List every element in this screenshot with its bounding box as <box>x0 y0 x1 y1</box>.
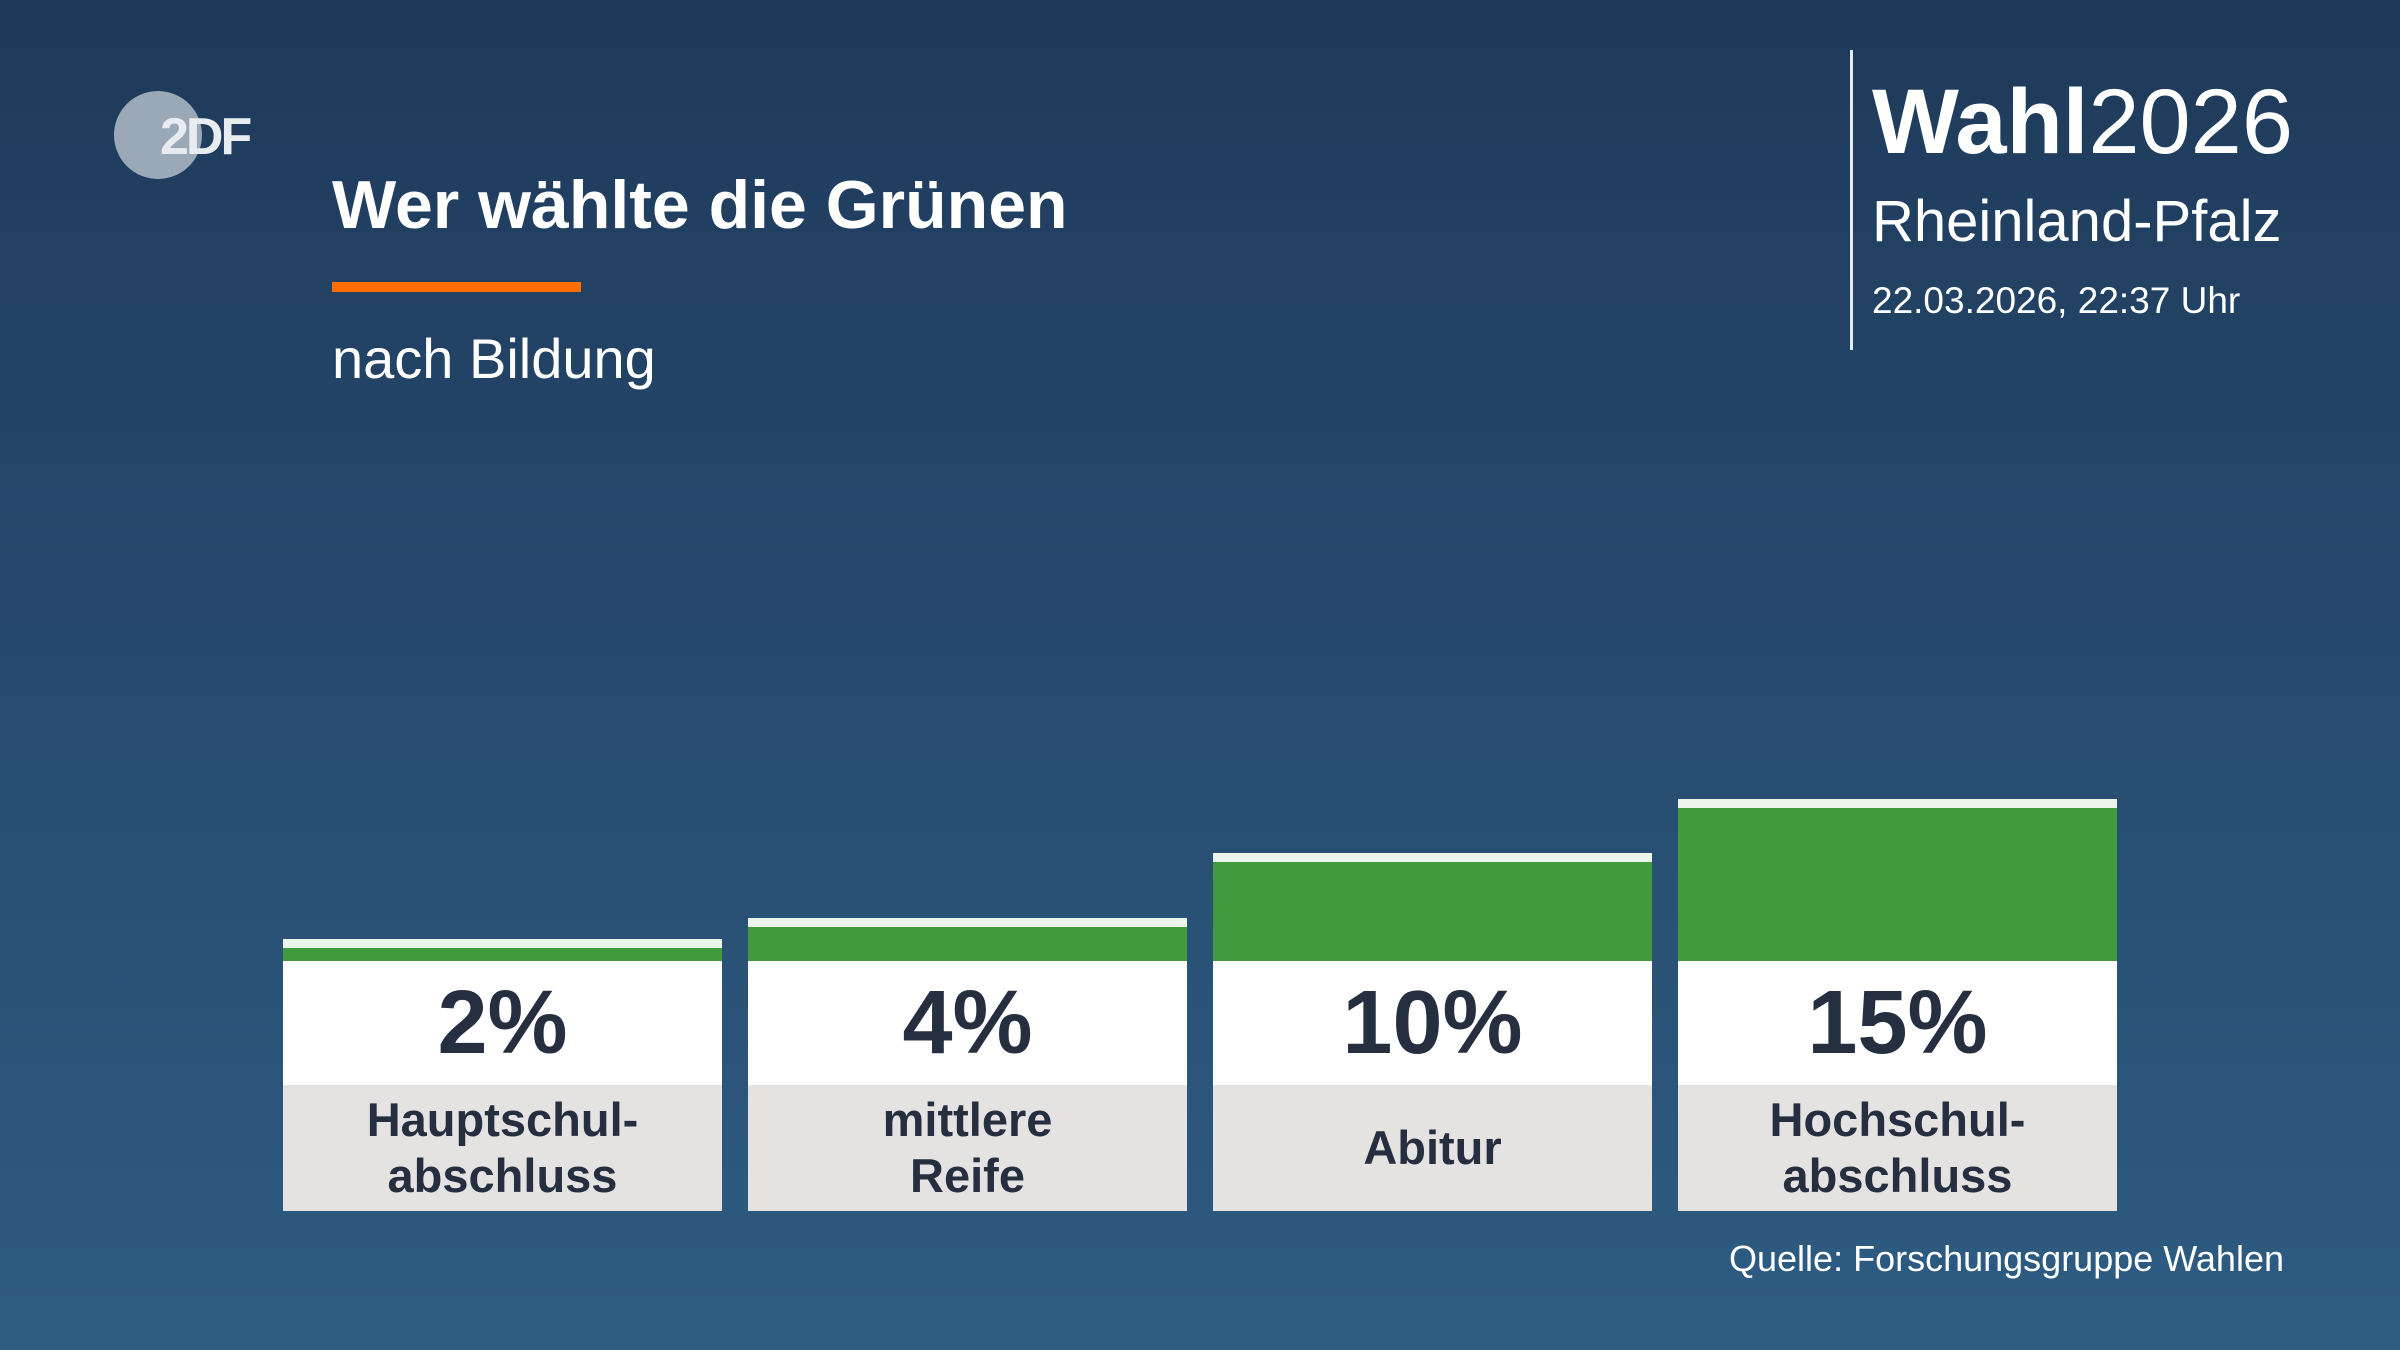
chart-subtitle: nach Bildung <box>332 327 656 390</box>
category-label: Abitur <box>1213 1085 1652 1211</box>
bar-1 <box>748 917 1187 961</box>
zdf-logo-text: 2DF <box>160 108 252 166</box>
header-divider <box>1850 50 1853 350</box>
bar-0 <box>283 939 722 961</box>
bar-2 <box>1213 853 1652 961</box>
category-label: mittlere Reife <box>748 1085 1187 1211</box>
region-label: Rheinland-Pfalz <box>1872 189 2282 254</box>
chart-title: Wer wählte die Grünen <box>332 167 1068 243</box>
category-label: Hauptschul- abschluss <box>283 1085 722 1211</box>
value-label: 4% <box>748 961 1187 1085</box>
brand-word: Wahl <box>1872 71 2089 173</box>
brand-year: 2026 <box>2088 71 2294 173</box>
value-label: 15% <box>1678 961 2117 1085</box>
source-note: Quelle: Forschungsgruppe Wahlen <box>1729 1238 2284 1279</box>
value-label: 10% <box>1213 961 1652 1085</box>
category-label: Hochschul- abschluss <box>1678 1085 2117 1211</box>
zdf-logo <box>114 91 202 179</box>
bar-fill <box>748 917 1187 961</box>
timestamp: 22.03.2026, 22:37 Uhr <box>1872 280 2241 321</box>
title-accent-line <box>332 282 581 292</box>
bar-fill <box>1678 799 2117 961</box>
bar-fill <box>1213 853 1652 961</box>
bar-3 <box>1678 799 2117 961</box>
election-brand: Wahl2026 <box>1872 70 2293 175</box>
value-label: 2% <box>283 961 722 1085</box>
bar-fill <box>283 939 722 961</box>
